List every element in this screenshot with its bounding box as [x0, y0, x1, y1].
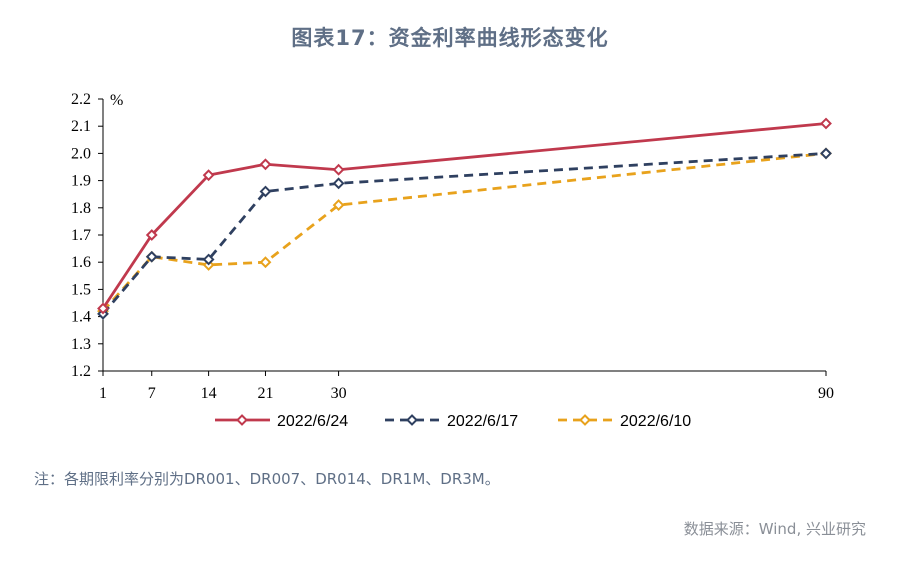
chart-title: 图表17：资金利率曲线形态变化	[291, 26, 609, 50]
y-tick-label: 1.7	[71, 227, 91, 244]
data-point	[202, 253, 215, 266]
data-point	[145, 250, 158, 263]
axes	[98, 98, 827, 376]
footnote: 注：各期限利率分别为DR001、DR007、DR014、DR1M、DR3M。	[34, 470, 500, 488]
y-axis-unit: %	[110, 92, 123, 109]
series-lines	[97, 117, 832, 320]
tick-labels: 1.2 1.3 1.4 1.5 1.6 1.7 1.8 1.9 2.0 2.1 2.2 % 1 7 14 21…	[71, 91, 834, 402]
data-point	[820, 147, 832, 160]
data-point	[332, 163, 345, 176]
legend-marker	[579, 414, 591, 426]
x-tick-label: 14	[201, 385, 217, 402]
x-tick-label: 90	[818, 385, 834, 402]
x-tick-label: 21	[257, 385, 273, 402]
legend-label: 2022/6/17	[447, 413, 518, 430]
series-line	[101, 122, 827, 310]
legend-label: 2022/6/24	[277, 413, 348, 430]
y-tick-label: 1.8	[71, 200, 91, 217]
y-tick-label: 1.3	[71, 336, 91, 353]
data-point	[259, 185, 272, 198]
y-tick-label: 2.1	[71, 118, 91, 135]
data-point	[820, 117, 832, 130]
x-tick-label: 7	[148, 385, 156, 402]
data-point	[259, 256, 272, 269]
y-tick-label: 1.5	[71, 281, 91, 298]
x-tick-label: 1	[99, 385, 107, 402]
y-tick-label: 1.9	[71, 173, 91, 190]
data-point	[97, 302, 109, 315]
y-tick-label: 2.2	[71, 91, 91, 108]
data-point	[202, 169, 215, 182]
y-tick-label: 1.4	[71, 309, 91, 326]
y-tick-label: 2.0	[71, 145, 91, 162]
data-point	[259, 158, 272, 171]
data-point	[332, 199, 345, 211]
legend: 2022/6/24 2022/6/17 2022/6/10	[215, 413, 691, 430]
y-tick-label: 1.6	[71, 254, 91, 271]
x-tick-label: 30	[331, 385, 347, 402]
legend-marker	[406, 414, 418, 426]
legend-label: 2022/6/10	[620, 413, 691, 430]
y-tick-label: 1.2	[71, 363, 91, 380]
data-source: 数据来源：Wind, 兴业研究	[683, 520, 866, 538]
legend-marker	[236, 414, 248, 426]
series-line	[101, 152, 827, 315]
data-point	[332, 177, 345, 190]
data-point	[145, 229, 158, 241]
